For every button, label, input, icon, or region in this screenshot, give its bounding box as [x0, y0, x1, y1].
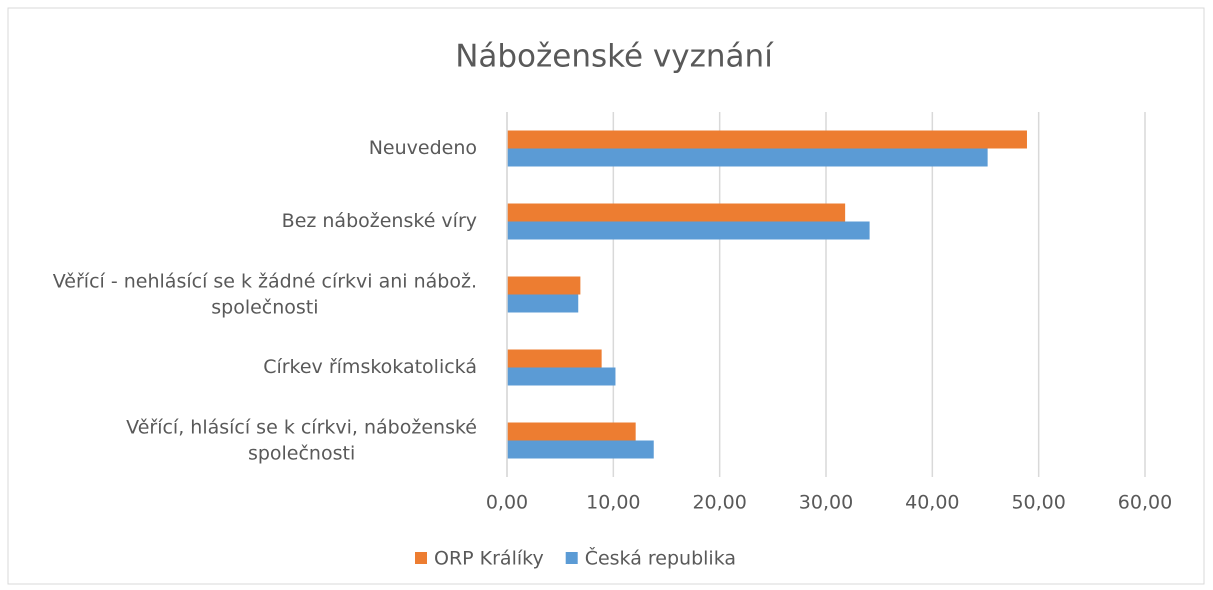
bar [507, 148, 988, 167]
y-tick-label: Bez náboženské víry [282, 210, 477, 232]
bar [507, 294, 579, 313]
chart-title: Náboženské vyznání [455, 39, 774, 75]
bar [507, 130, 1027, 149]
x-tick-label: 20,00 [692, 492, 746, 514]
y-tick-label: Věřící - nehlásící se k žádné církvi ani… [53, 270, 477, 318]
x-tick-label: 60,00 [1118, 492, 1172, 514]
bar [507, 221, 870, 240]
chart-frame [7, 7, 1205, 585]
bar [507, 349, 602, 368]
legend-label: ORP Králíky [434, 548, 544, 570]
y-tick-label: Neuvedeno [369, 137, 477, 159]
y-tick-label: Věřící, hlásící se k církvi, náboženské s… [126, 416, 477, 464]
legend-label: Česká republika [585, 546, 736, 570]
x-tick-label: 30,00 [799, 492, 853, 514]
legend-swatch [415, 552, 427, 564]
x-tick-label: 40,00 [905, 492, 959, 514]
x-tick-label: 0,00 [486, 492, 528, 514]
bar [507, 440, 654, 459]
y-tick-label: Církev římskokatolická [263, 356, 477, 378]
bar [507, 276, 581, 295]
x-tick-label: 50,00 [1011, 492, 1065, 514]
bar [507, 422, 636, 441]
bar [507, 203, 846, 222]
x-tick-label: 10,00 [586, 492, 640, 514]
legend-swatch [565, 552, 578, 564]
bar [507, 367, 616, 386]
